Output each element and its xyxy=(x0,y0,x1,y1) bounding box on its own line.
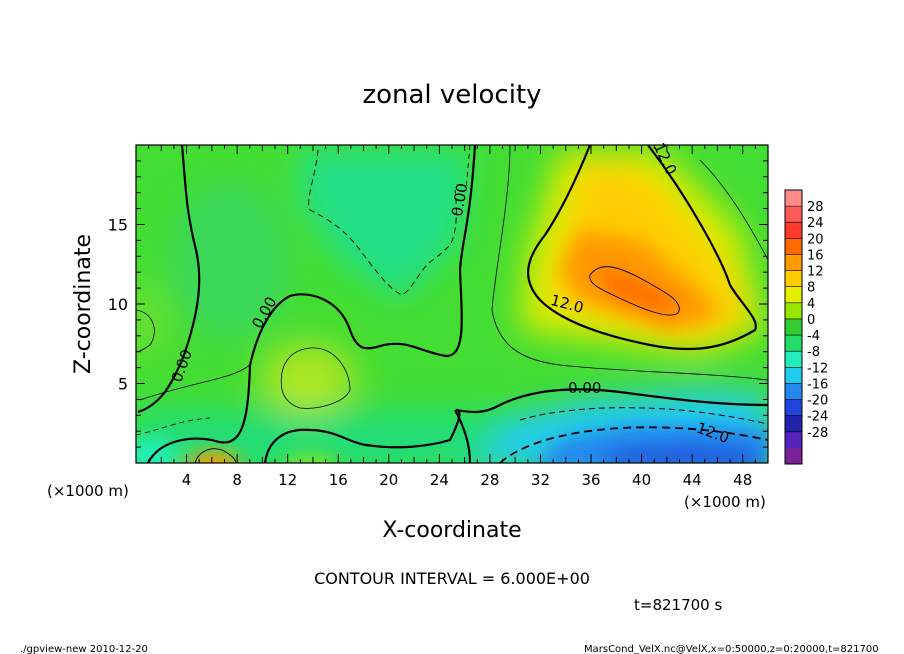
x-tick-label: 16 xyxy=(329,471,348,489)
colorbar-swatch xyxy=(785,206,802,223)
colorbar-swatch xyxy=(785,351,802,368)
colorbar-swatch xyxy=(785,222,802,239)
x-tick-label: 48 xyxy=(733,471,752,489)
colorbar-swatch xyxy=(785,318,802,336)
colorbar-swatch xyxy=(785,383,802,401)
x-tick-label: 32 xyxy=(531,471,550,489)
colorbar-swatch xyxy=(785,190,802,207)
contour-label: 0.00 xyxy=(568,379,601,397)
y-tick-label: 10 xyxy=(108,295,128,314)
colorbar-label: -20 xyxy=(807,394,828,409)
x-tick-label: 36 xyxy=(581,471,600,489)
colorbar-swatch xyxy=(785,335,802,352)
colorbar-label: -28 xyxy=(807,426,828,441)
x-unit-left: (×1000 m) xyxy=(47,482,129,500)
x-tick-label: 8 xyxy=(232,471,242,489)
x-tick-label: 20 xyxy=(379,471,398,489)
colorbar-label: 16 xyxy=(807,248,824,263)
y-tick-label: 5 xyxy=(118,375,128,394)
colorbar-label: -4 xyxy=(807,329,820,344)
colorbar-label: 8 xyxy=(807,281,815,296)
y-tick-label: 15 xyxy=(108,216,128,235)
colorbar-swatch xyxy=(785,447,802,465)
y-axis: 5 10 15 xyxy=(108,160,768,448)
x-tick-label: 24 xyxy=(430,471,449,489)
colorbar-swatch xyxy=(785,270,802,288)
colorbar-label: -24 xyxy=(807,410,828,425)
colorbar-label: -16 xyxy=(807,377,828,392)
colorbar-swatch xyxy=(785,286,802,304)
colorbar-label: -12 xyxy=(807,361,828,376)
colorbar-frame xyxy=(784,189,803,465)
colorbar-swatch xyxy=(785,238,802,255)
colorbar-swatch xyxy=(785,415,802,433)
chart-title: zonal velocity xyxy=(362,80,541,110)
x-unit-right: (×1000 m) xyxy=(684,493,766,511)
x-tick-label: 4 xyxy=(182,471,192,489)
x-tick-label: 40 xyxy=(632,471,651,489)
footer-left: ./gpview-new 2010-12-20 xyxy=(20,644,148,654)
colorbar-label: -8 xyxy=(807,345,820,360)
colorbar-label: 28 xyxy=(807,200,824,215)
colorbar-label: 20 xyxy=(807,232,824,247)
contour-lines xyxy=(136,145,768,463)
colorbar-swatch xyxy=(785,367,802,384)
colorbar-label: 0 xyxy=(807,313,815,328)
contour-label: 0.00 xyxy=(448,182,472,218)
colorbar-swatch xyxy=(785,302,802,320)
colorbar-swatch xyxy=(785,431,802,449)
colorbar-label: 12 xyxy=(807,265,824,280)
contour-interval: CONTOUR INTERVAL = 6.000E+00 xyxy=(314,569,590,588)
colorbar-label: 24 xyxy=(807,216,824,231)
color-field xyxy=(136,145,768,463)
x-tick-label: 28 xyxy=(480,471,499,489)
x-axis-label: X-coordinate xyxy=(382,518,521,543)
colorbar-swatch xyxy=(785,399,802,417)
footer-right: MarsCond_VelX.nc@VelX,x=0:50000,z=0:2000… xyxy=(584,644,879,654)
time-stamp: t=821700 s xyxy=(634,596,722,614)
x-axis: 4 8 12 16 20 24 28 32 36 40 44 48 xyxy=(148,145,756,489)
x-tick-label: 12 xyxy=(278,471,297,489)
colorbar-label: 4 xyxy=(807,297,815,312)
colorbar-swatch xyxy=(785,254,802,272)
x-tick-label: 44 xyxy=(683,471,702,489)
y-axis-label: Z-coordinate xyxy=(71,234,96,374)
